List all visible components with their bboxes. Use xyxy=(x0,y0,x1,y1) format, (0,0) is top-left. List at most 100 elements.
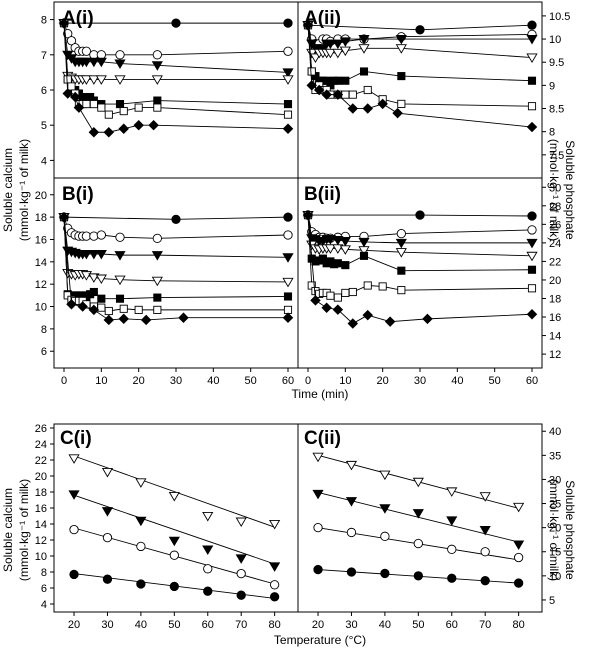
data-point xyxy=(359,251,369,260)
data-point xyxy=(346,527,357,538)
series-triangle-down-filled xyxy=(302,21,538,54)
left-top-ylabel-line1: Soluble calcium xyxy=(1,148,15,232)
right-top-ylabel: Soluble phosphate (mmol·kg⁻¹ of milk) xyxy=(547,139,577,241)
data-point xyxy=(413,571,423,581)
data-point xyxy=(347,318,359,329)
data-point xyxy=(306,80,317,91)
data-point xyxy=(103,314,115,326)
data-point xyxy=(380,531,390,541)
data-point xyxy=(114,251,126,261)
data-point xyxy=(480,576,490,586)
y-tick-label: 10 xyxy=(35,302,47,314)
y-tick-label: 22 xyxy=(35,455,47,467)
data-point xyxy=(332,304,344,315)
y-tick-label: 12 xyxy=(549,349,561,361)
data-point xyxy=(392,107,403,119)
series-line xyxy=(307,215,533,325)
data-point xyxy=(339,46,351,57)
data-point xyxy=(339,37,351,47)
y-tick-label: 6 xyxy=(41,583,47,595)
panel-b-i: B(i) 6 8 10 12 14 16 18 20 0 10 20 30 40 50 60 xyxy=(35,177,299,387)
data-point xyxy=(95,75,107,85)
data-point xyxy=(134,305,143,314)
y-tick-label: 40 xyxy=(549,426,561,438)
series-line xyxy=(63,23,289,133)
data-point xyxy=(119,107,128,116)
series-circle-filled xyxy=(313,564,524,588)
data-point xyxy=(69,569,79,580)
data-point xyxy=(513,578,524,588)
data-point xyxy=(235,554,247,564)
data-point xyxy=(104,306,113,316)
data-point xyxy=(479,526,491,536)
data-point xyxy=(396,228,406,239)
data-point xyxy=(422,313,433,325)
data-point xyxy=(526,35,538,45)
data-point xyxy=(102,532,113,543)
data-point xyxy=(68,454,80,464)
data-point xyxy=(283,212,293,222)
y-tick-label: 8 xyxy=(41,567,47,579)
data-point xyxy=(169,550,179,560)
x-tick-label: 70 xyxy=(479,619,491,631)
panel-label: C(ii) xyxy=(304,428,341,449)
data-point xyxy=(235,517,247,528)
data-point xyxy=(341,261,350,270)
x-tick-label: 0 xyxy=(61,375,67,387)
data-point xyxy=(169,581,179,592)
panel-c-ii: C(ii) 5 10 15 20 25 30 35 40 20 30 40 50 60 70 80 xyxy=(297,423,561,631)
data-point xyxy=(312,489,324,500)
data-point xyxy=(513,540,525,550)
data-point xyxy=(345,497,358,507)
data-point xyxy=(152,50,162,60)
y-tick-label: 20 xyxy=(549,523,561,535)
series-triangle-down-filled xyxy=(68,490,281,572)
panel-a-ii: A(ii) 7.5 8 8.5 9 9.5 10 10.5 xyxy=(297,1,570,179)
data-point xyxy=(302,209,314,221)
data-point xyxy=(88,127,100,138)
data-point xyxy=(89,287,98,297)
data-point xyxy=(135,478,147,488)
x-tick-label: 0 xyxy=(305,375,311,387)
data-point xyxy=(69,91,81,103)
data-point xyxy=(153,96,162,105)
data-point xyxy=(526,309,538,320)
data-point xyxy=(358,237,370,248)
y-tick-label: 14 xyxy=(35,257,47,269)
data-point xyxy=(58,211,70,223)
series-line xyxy=(307,25,533,128)
data-point xyxy=(282,68,294,78)
data-point xyxy=(283,18,293,28)
series-triangle-down-open xyxy=(58,213,294,288)
data-point xyxy=(313,564,323,575)
y-tick-label: 7 xyxy=(41,50,47,62)
data-point xyxy=(178,312,189,323)
x-tick-label: 50 xyxy=(412,619,424,631)
data-point xyxy=(283,305,293,314)
series-line xyxy=(63,23,289,73)
panel-c-i: C(i) 4 6 8 10 12 14 16 18 20 22 24 26 20 30 40 50 60 70 80 xyxy=(35,423,299,631)
data-point xyxy=(203,586,213,596)
data-point xyxy=(339,245,351,255)
x-tick-label: 80 xyxy=(269,619,281,631)
data-point xyxy=(302,19,314,31)
y-tick-label: 16 xyxy=(549,312,561,324)
data-point xyxy=(153,103,162,112)
y-tick-label: 4 xyxy=(41,155,47,167)
series-line xyxy=(63,217,289,283)
data-point xyxy=(88,57,100,68)
data-point xyxy=(341,76,350,85)
y-tick-label: 35 xyxy=(549,450,561,462)
data-point xyxy=(66,299,77,310)
data-point xyxy=(412,509,424,519)
data-point xyxy=(379,504,391,514)
data-point xyxy=(236,590,246,600)
data-point xyxy=(324,39,336,50)
data-point xyxy=(89,100,98,109)
x-tick-label: 50 xyxy=(245,375,257,387)
series-diamond-filled xyxy=(302,19,538,133)
data-point xyxy=(447,544,457,554)
data-point xyxy=(527,102,537,111)
y-tick-label: 20 xyxy=(35,190,47,202)
data-point xyxy=(136,579,146,589)
